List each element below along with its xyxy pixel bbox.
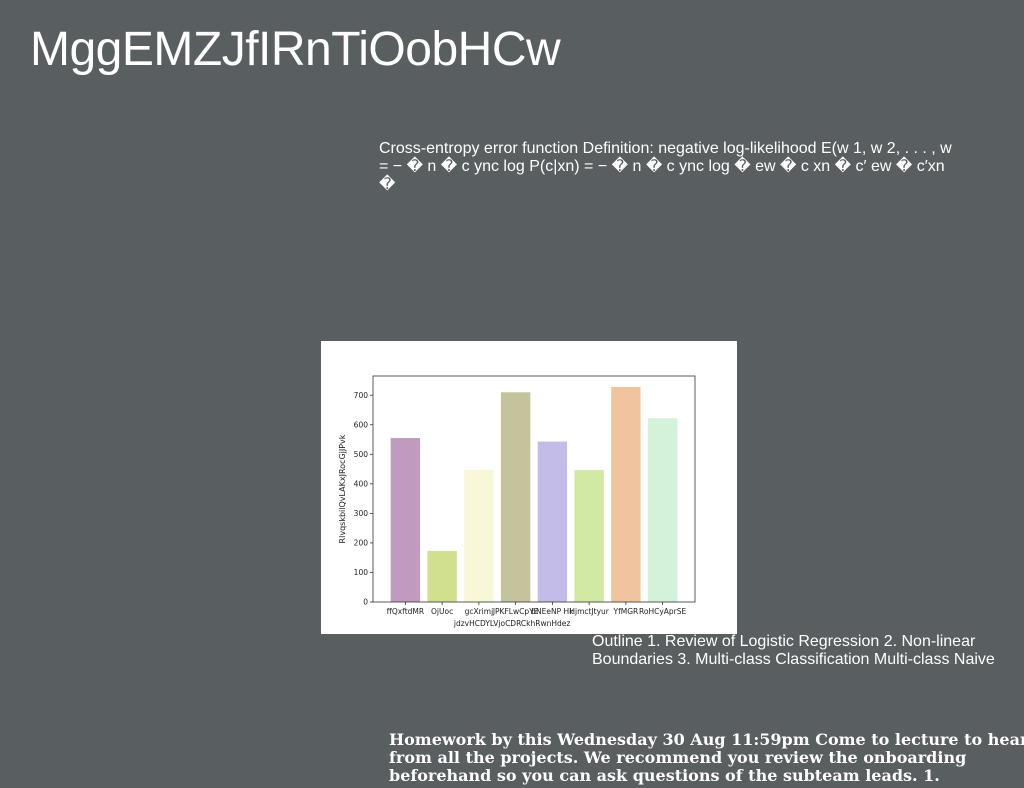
bar-chart-panel: 0 100 200 300 400 500 600 700 ffQxftdMR OjUoc gcX… — [321, 341, 737, 634]
bar-1 — [390, 438, 421, 602]
x-tick-label: HjmctJtyur — [569, 607, 609, 616]
y-tick-label: 500 — [354, 450, 369, 459]
bar-6 — [574, 469, 604, 602]
bar-2 — [427, 550, 457, 602]
x-tick-label: YfMGR — [613, 607, 639, 616]
x-tick-label: bNEeNP Hk — [531, 607, 574, 616]
outline-text: Outline 1. Review of Logistic Regression… — [592, 633, 995, 668]
cross-entropy-text: Cross-entropy error function Definition:… — [379, 140, 952, 193]
bar-3 — [464, 469, 494, 602]
y-tick-label: 200 — [354, 539, 369, 548]
y-tick-label: 600 — [354, 420, 369, 429]
plot-frame — [372, 375, 696, 603]
y-tick-label: 700 — [354, 391, 369, 400]
bar-chart: 0 100 200 300 400 500 600 700 ffQxftdMR OjUoc gcX… — [338, 375, 696, 628]
y-tick-label: 400 — [354, 479, 369, 488]
x-tick-label: JPKFLwCpYE — [492, 607, 539, 616]
y-tick-label: 0 — [363, 598, 368, 607]
x-tick-label: OjUoc — [431, 607, 453, 616]
bar-4 — [500, 392, 531, 602]
bar-8 — [647, 418, 678, 602]
bar-5 — [537, 441, 568, 602]
slide-title: MggEMZJfIRnTiOobHCw — [30, 23, 561, 76]
bar-7 — [611, 386, 641, 602]
y-tick-label: 300 — [354, 509, 369, 518]
x-tick-label-continued: jdzvHCDYLVjoCDRCkhRwnHdez — [453, 619, 570, 628]
y-tick-label: 100 — [354, 568, 369, 577]
homework-text: Homework by this Wednesday 30 Aug 11:59p… — [389, 730, 1024, 785]
y-axis-label: RlvqskbilQvLAKxJRocGjJPvk — [338, 434, 347, 543]
x-tick-label: gcXrimj — [465, 607, 494, 616]
x-tick-label: ffQxftdMR — [387, 607, 424, 616]
x-tick-label: RoHCyAprSE — [639, 607, 687, 616]
